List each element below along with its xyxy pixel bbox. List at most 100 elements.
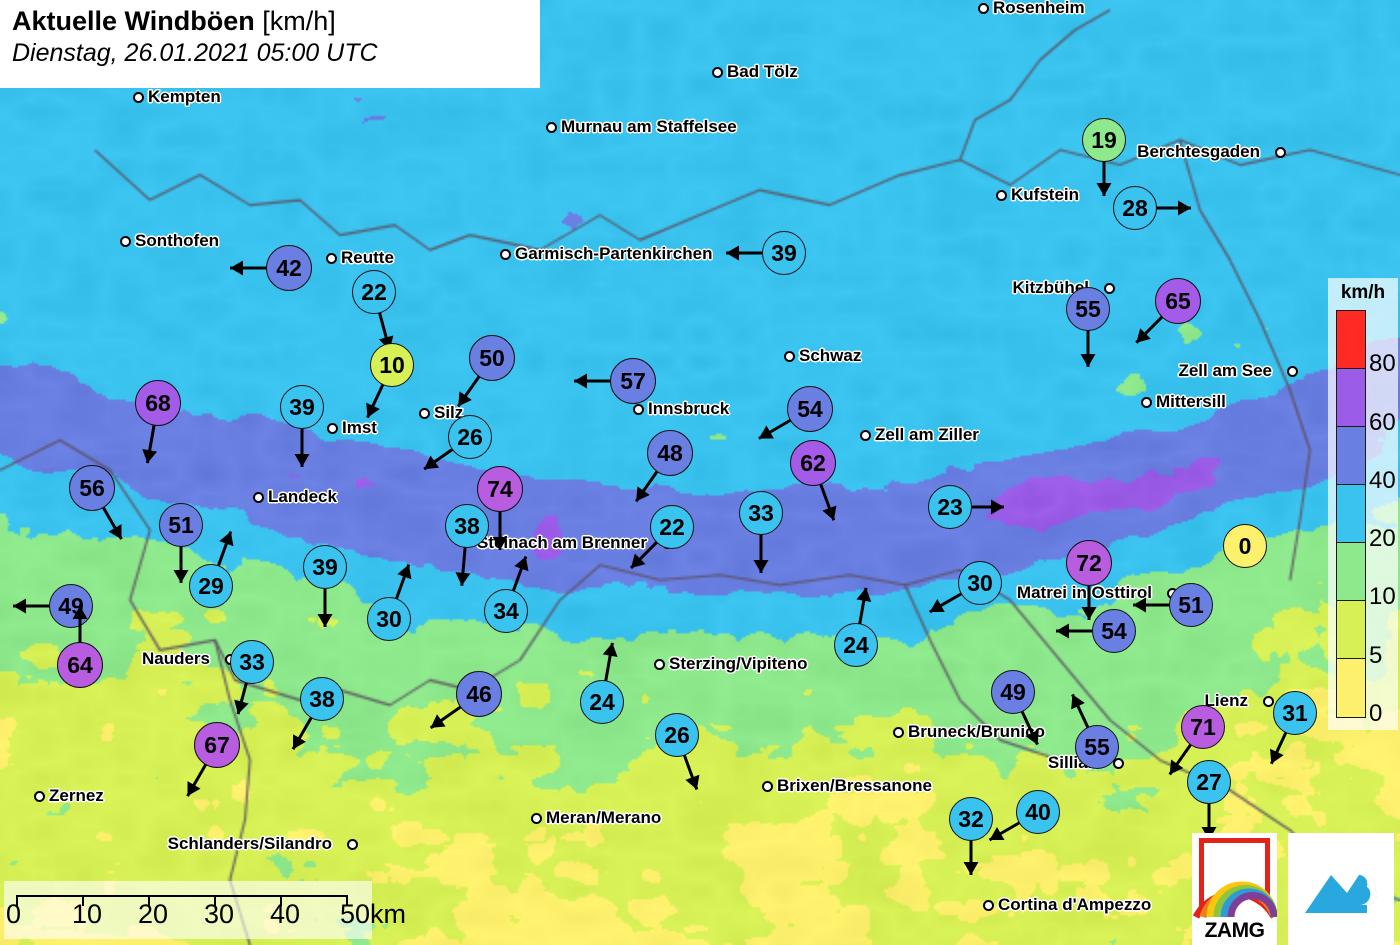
wind-gust-value[interactable]: 56 bbox=[69, 465, 115, 511]
wind-gust-value[interactable]: 29 bbox=[189, 564, 233, 608]
wind-station-marker[interactable]: 65 bbox=[1135, 278, 1201, 344]
wind-gust-value[interactable]: 55 bbox=[1066, 287, 1110, 331]
wind-station-marker[interactable]: 57 bbox=[574, 358, 656, 404]
wind-station-marker[interactable]: 39 bbox=[280, 385, 324, 467]
wind-gust-value[interactable]: 48 bbox=[647, 430, 693, 476]
wind-station-marker[interactable]: 64 bbox=[57, 606, 103, 688]
wind-station-marker[interactable]: 50 bbox=[456, 335, 515, 408]
wind-station-marker[interactable]: 68 bbox=[135, 380, 181, 464]
wind-direction-arrow-icon bbox=[988, 820, 1022, 842]
wind-station-marker[interactable]: 51 bbox=[159, 503, 203, 583]
city-label: Sterzing/Vipiteno bbox=[669, 654, 808, 673]
wind-gust-value[interactable]: 54 bbox=[787, 386, 833, 432]
wind-station-marker[interactable]: 71 bbox=[1168, 705, 1225, 776]
wind-station-marker[interactable]: 56 bbox=[69, 465, 123, 540]
wind-gust-value[interactable]: 22 bbox=[650, 505, 694, 549]
wind-station-marker[interactable]: 39 bbox=[726, 231, 806, 275]
wind-gust-value[interactable]: 38 bbox=[300, 677, 344, 721]
wind-gust-value[interactable]: 55 bbox=[1075, 725, 1119, 769]
wind-station-marker[interactable]: 30 bbox=[929, 561, 1002, 614]
wind-station-marker[interactable]: 54 bbox=[1056, 609, 1136, 653]
wind-station-marker[interactable]: 38 bbox=[291, 677, 344, 750]
wind-station-marker[interactable]: 24 bbox=[834, 587, 878, 667]
wind-station-marker[interactable]: 29 bbox=[189, 530, 234, 608]
wind-gust-value[interactable]: 33 bbox=[230, 640, 274, 684]
wind-gust-value[interactable]: 49 bbox=[991, 670, 1035, 714]
wind-station-marker[interactable]: 26 bbox=[655, 713, 700, 791]
wind-station-marker[interactable]: 31 bbox=[1269, 691, 1317, 765]
city-label: Berchtesgaden bbox=[1137, 142, 1260, 161]
wind-gust-value[interactable]: 46 bbox=[456, 671, 502, 717]
wind-gust-value[interactable]: 42 bbox=[266, 245, 312, 291]
wind-gust-value[interactable]: 24 bbox=[834, 623, 878, 667]
wind-gust-value[interactable]: 64 bbox=[57, 642, 103, 688]
wind-gust-value[interactable]: 34 bbox=[484, 589, 528, 633]
wind-station-marker[interactable]: 33 bbox=[739, 491, 783, 573]
wind-station-marker[interactable]: 22 bbox=[629, 505, 694, 570]
wind-station-marker[interactable]: 49 bbox=[991, 670, 1039, 746]
wind-gust-value[interactable]: 62 bbox=[790, 440, 836, 486]
wind-station-marker[interactable]: 10 bbox=[366, 343, 414, 419]
wind-gust-value[interactable]: 71 bbox=[1181, 705, 1225, 749]
wind-gust-value[interactable]: 22 bbox=[352, 270, 396, 314]
wind-station-marker[interactable]: 39 bbox=[303, 545, 347, 627]
wind-gust-value[interactable]: 67 bbox=[194, 722, 240, 768]
wind-gust-value[interactable]: 39 bbox=[303, 545, 347, 589]
wind-gust-value[interactable]: 23 bbox=[928, 485, 972, 529]
wind-station-marker[interactable]: 22 bbox=[352, 270, 396, 351]
wind-station-marker[interactable]: 42 bbox=[230, 245, 312, 291]
wind-gust-value[interactable]: 10 bbox=[370, 343, 414, 387]
wind-gust-value[interactable]: 33 bbox=[739, 491, 783, 535]
wind-gust-value[interactable]: 51 bbox=[1169, 583, 1213, 627]
wind-station-marker[interactable]: 46 bbox=[429, 671, 502, 730]
wind-gust-value[interactable]: 30 bbox=[958, 561, 1002, 605]
wind-gust-value[interactable]: 54 bbox=[1092, 609, 1136, 653]
wind-gust-value[interactable]: 38 bbox=[445, 504, 489, 548]
wind-station-marker[interactable]: 48 bbox=[634, 430, 693, 503]
wind-gust-value[interactable]: 72 bbox=[1066, 540, 1112, 586]
wind-station-marker[interactable]: 40 bbox=[988, 790, 1060, 842]
wind-gust-value[interactable]: 50 bbox=[469, 335, 515, 381]
wind-gust-value[interactable]: 28 bbox=[1113, 186, 1157, 230]
wind-station-marker[interactable]: 55 bbox=[1071, 693, 1119, 769]
wind-station-marker[interactable]: 28 bbox=[1113, 186, 1191, 230]
wind-gust-value[interactable]: 27 bbox=[1187, 760, 1231, 804]
wind-station-marker[interactable]: 67 bbox=[186, 722, 240, 797]
wind-station-marker[interactable]: 30 bbox=[367, 563, 412, 641]
wind-station-marker[interactable]: 0 bbox=[1223, 524, 1267, 568]
wind-gust-value[interactable]: 40 bbox=[1016, 790, 1060, 834]
wind-station-marker[interactable]: 51 bbox=[1133, 583, 1213, 627]
wind-direction-arrow-icon bbox=[1080, 329, 1096, 367]
wind-station-marker[interactable]: 38 bbox=[445, 504, 489, 586]
wind-station-marker[interactable]: 62 bbox=[790, 440, 837, 521]
wind-station-marker[interactable]: 49 bbox=[13, 584, 93, 628]
wind-gust-value[interactable]: 49 bbox=[49, 584, 93, 628]
wind-station-marker[interactable]: 72 bbox=[1066, 540, 1112, 620]
wind-gust-value[interactable]: 32 bbox=[949, 797, 993, 841]
wind-gust-value[interactable]: 51 bbox=[159, 503, 203, 547]
wind-gust-value[interactable]: 19 bbox=[1082, 118, 1126, 162]
wind-station-marker[interactable]: 24 bbox=[580, 642, 624, 724]
wind-station-marker[interactable]: 27 bbox=[1187, 760, 1231, 840]
wind-gust-value[interactable]: 39 bbox=[762, 231, 806, 275]
wind-gust-value[interactable]: 74 bbox=[477, 466, 523, 512]
wind-gust-value[interactable]: 24 bbox=[580, 680, 624, 724]
wind-station-marker[interactable]: 26 bbox=[423, 415, 492, 471]
wind-station-marker[interactable]: 19 bbox=[1082, 118, 1126, 196]
wind-station-marker[interactable]: 74 bbox=[477, 466, 523, 550]
wind-station-marker[interactable]: 34 bbox=[484, 555, 529, 633]
wind-station-marker[interactable]: 54 bbox=[758, 386, 833, 440]
wind-station-marker[interactable]: 23 bbox=[928, 485, 1004, 529]
wind-station-marker[interactable]: 32 bbox=[949, 797, 993, 875]
wind-gust-value[interactable]: 26 bbox=[448, 415, 492, 459]
wind-station-marker[interactable]: 33 bbox=[230, 640, 274, 715]
wind-station-marker[interactable]: 55 bbox=[1066, 287, 1110, 367]
wind-gust-value[interactable]: 26 bbox=[655, 713, 699, 757]
wind-gust-value[interactable]: 39 bbox=[280, 385, 324, 429]
wind-gust-value[interactable]: 30 bbox=[367, 597, 411, 641]
wind-gust-value[interactable]: 0 bbox=[1223, 524, 1267, 568]
wind-gust-value[interactable]: 65 bbox=[1155, 278, 1201, 324]
wind-gust-value[interactable]: 68 bbox=[135, 380, 181, 426]
wind-gust-value[interactable]: 31 bbox=[1273, 691, 1317, 735]
wind-gust-value[interactable]: 57 bbox=[610, 358, 656, 404]
